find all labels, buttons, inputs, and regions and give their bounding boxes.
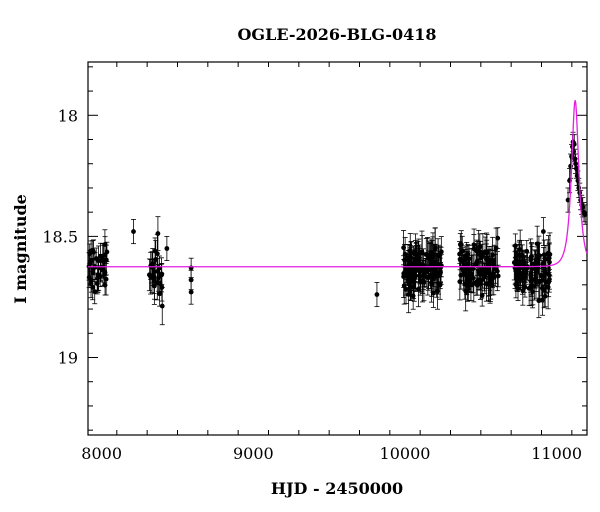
data-point [153, 257, 159, 262]
data-point [402, 257, 407, 263]
data-point [522, 266, 528, 272]
data-point [546, 255, 552, 261]
y-tick-label: 18 [58, 106, 78, 125]
data-point [435, 288, 440, 294]
data-point [157, 291, 163, 297]
data-point [437, 270, 443, 276]
data-point [487, 276, 492, 282]
data-point [413, 268, 418, 274]
data-point [515, 275, 521, 281]
data-point [482, 249, 488, 255]
data-point [576, 185, 582, 191]
data-point [545, 284, 551, 290]
data-point [155, 231, 161, 236]
data-point [430, 251, 436, 257]
data-point [546, 250, 551, 256]
data-point [495, 235, 501, 241]
data-point [88, 281, 94, 287]
x-tick-label: 8000 [81, 444, 122, 463]
data-point [459, 248, 465, 254]
data-point [471, 242, 477, 248]
data-point [518, 270, 523, 276]
y-tick-label: 18.5 [42, 227, 78, 246]
data-point [511, 260, 517, 265]
data-point [477, 244, 483, 250]
data-point [406, 292, 412, 297]
data-point [90, 270, 96, 276]
data-point [415, 286, 421, 292]
data-point [164, 246, 170, 251]
x-tick-label: 11000 [531, 444, 582, 463]
data-point [495, 273, 501, 279]
data-point [102, 252, 108, 258]
y-tick-label: 19 [58, 348, 78, 367]
data-point [573, 166, 579, 171]
data-point [476, 277, 482, 283]
data-point [188, 289, 194, 295]
data-point [479, 254, 485, 260]
data-point [86, 275, 92, 280]
data-point [407, 269, 412, 275]
y-axis-label: I magnitude [11, 194, 30, 304]
x-tick-label: 10000 [380, 444, 431, 463]
x-axis-label: HJD - 2450000 [271, 479, 403, 498]
data-point [151, 283, 157, 289]
data-point [159, 303, 165, 309]
data-point [486, 281, 491, 287]
data-point [465, 283, 470, 288]
data-point [431, 290, 436, 296]
data-point [536, 298, 542, 304]
plot-frame [87, 61, 588, 436]
data-point [417, 267, 423, 273]
data-point [374, 292, 380, 297]
data-point [473, 261, 479, 267]
data-point [469, 265, 475, 270]
data-point [154, 251, 160, 257]
data-point [407, 248, 413, 253]
data-point [148, 274, 154, 280]
data-point [131, 229, 136, 234]
data-point [528, 257, 534, 263]
plot-area: 8000 9000 10000 11000 18 18.5 19 [42, 61, 588, 463]
data-point [573, 161, 579, 167]
data-point [423, 267, 429, 273]
data-point [434, 273, 440, 279]
data-point [542, 272, 547, 278]
data-point [582, 212, 588, 217]
data-point [423, 252, 429, 257]
data-point [159, 272, 164, 278]
data-point [401, 271, 407, 276]
data-point [457, 279, 463, 285]
data-point [519, 252, 524, 258]
data-point [465, 261, 471, 267]
data-point [490, 273, 495, 279]
data-point [479, 292, 485, 298]
x-tick-label: 9000 [233, 444, 274, 463]
data-point [491, 257, 497, 263]
data-point [159, 285, 165, 290]
data-point [524, 248, 530, 254]
data-point [103, 276, 109, 282]
data-point [92, 289, 98, 295]
data-point [95, 272, 101, 278]
model-curve [88, 100, 588, 268]
data-point [403, 286, 409, 292]
data-point [493, 245, 499, 251]
data-point [401, 245, 406, 251]
data-point [543, 279, 549, 285]
data-point [565, 197, 571, 203]
chart-title: OGLE-2026-BLG-0418 [237, 25, 436, 44]
data-point [467, 269, 473, 275]
data-point [438, 263, 444, 269]
data-point [88, 248, 94, 254]
data-point [540, 229, 546, 234]
data-point [574, 173, 580, 179]
data-point [425, 274, 431, 280]
data-point [534, 241, 540, 247]
data-point [481, 274, 487, 280]
data-point [429, 275, 435, 281]
data-point [533, 268, 539, 274]
